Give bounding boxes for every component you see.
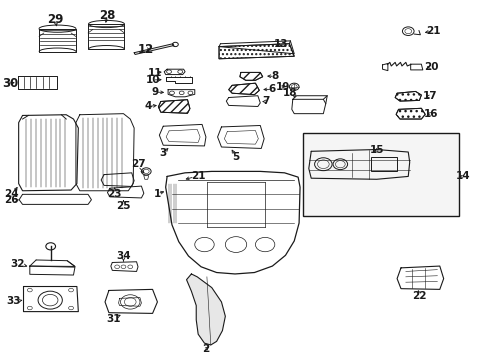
- Text: 29: 29: [47, 13, 63, 26]
- Text: 32: 32: [10, 259, 25, 269]
- Text: 4: 4: [144, 102, 152, 112]
- Text: 6: 6: [268, 84, 275, 94]
- Text: 26: 26: [4, 195, 19, 205]
- Text: 16: 16: [424, 109, 438, 119]
- Text: 24: 24: [4, 189, 19, 199]
- Text: 34: 34: [116, 251, 130, 261]
- Text: 17: 17: [422, 91, 436, 102]
- Text: 1: 1: [154, 189, 161, 199]
- Text: 23: 23: [107, 189, 122, 199]
- Text: 10: 10: [145, 75, 160, 85]
- Text: 28: 28: [99, 9, 115, 22]
- Text: 30: 30: [2, 77, 19, 90]
- Text: 18: 18: [283, 88, 297, 98]
- Text: 14: 14: [455, 171, 469, 181]
- Text: 21: 21: [426, 26, 440, 36]
- Text: 5: 5: [232, 152, 239, 162]
- Text: 19: 19: [275, 82, 289, 92]
- Text: 8: 8: [271, 71, 278, 81]
- Text: 11: 11: [147, 68, 162, 78]
- Text: 9: 9: [151, 87, 158, 97]
- Bar: [303, 134, 458, 216]
- Text: 2: 2: [202, 344, 209, 354]
- Text: 21: 21: [190, 171, 205, 181]
- Text: 15: 15: [369, 144, 383, 154]
- Text: 22: 22: [411, 291, 426, 301]
- Text: 12: 12: [138, 42, 154, 55]
- Text: 7: 7: [262, 96, 269, 107]
- Text: 33: 33: [6, 296, 21, 306]
- Polygon shape: [186, 274, 225, 345]
- Text: 27: 27: [130, 158, 145, 168]
- Text: 25: 25: [116, 201, 130, 211]
- Polygon shape: [134, 44, 174, 54]
- Bar: [370, 157, 397, 171]
- Text: 20: 20: [423, 62, 437, 72]
- Text: 31: 31: [106, 314, 121, 324]
- Text: 13: 13: [273, 40, 287, 49]
- Text: 3: 3: [159, 148, 166, 158]
